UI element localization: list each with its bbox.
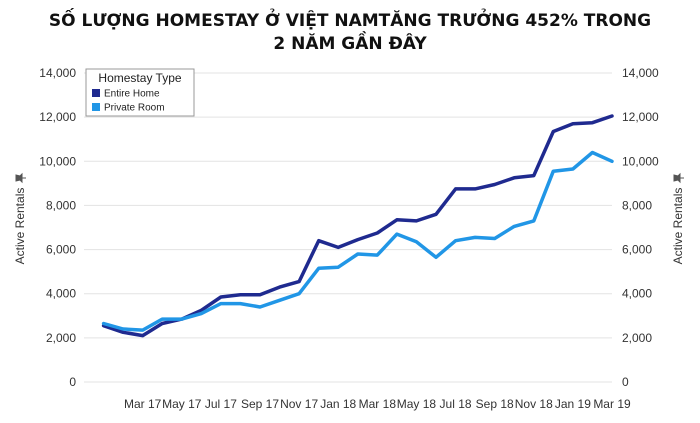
pin-icon bbox=[15, 172, 26, 184]
legend: Homestay Type Entire Home Private Room bbox=[85, 68, 195, 117]
x-tick-label: May 17 bbox=[162, 397, 202, 411]
series-lines bbox=[101, 114, 614, 338]
y-tick-label-left: 12,000 bbox=[39, 110, 76, 124]
legend-label-entire-home: Entire Home bbox=[104, 89, 160, 100]
chart-title-line-2: 2 NĂM GẦN ĐÂY bbox=[273, 34, 427, 54]
y-tick-label-right: 0 bbox=[622, 375, 629, 389]
y-axis-right: 0 2,000 4,000 6,000 8,000 10,000 12,000 14,000 bbox=[622, 66, 659, 389]
y-tick-label-right: 6,000 bbox=[622, 243, 652, 257]
x-tick-label: Nov 17 bbox=[280, 397, 318, 411]
x-tick-label: Mar 19 bbox=[593, 397, 631, 411]
x-tick-label: Sep 17 bbox=[241, 397, 279, 411]
chart-title: SỐ LƯỢNG HOMESTAY Ở VIỆT NAMTĂNG TRƯỞNG … bbox=[0, 10, 700, 56]
x-tick-label: Mar 18 bbox=[359, 397, 397, 411]
pin-icon bbox=[673, 172, 684, 184]
y-axis-left: 0 2,000 4,000 6,000 8,000 10,000 12,000 14,000 bbox=[39, 66, 76, 389]
x-tick-label: Jul 18 bbox=[440, 397, 472, 411]
x-tick-label: Nov 18 bbox=[515, 397, 553, 411]
legend-swatch-entire-home bbox=[92, 89, 100, 97]
y-tick-label-left: 6,000 bbox=[46, 243, 76, 257]
x-tick-label: Sep 18 bbox=[476, 397, 514, 411]
legend-box bbox=[85, 68, 195, 117]
y-tick-label-right: 12,000 bbox=[622, 110, 659, 124]
y-tick-label-left: 4,000 bbox=[46, 287, 76, 301]
y-tick-label-left: 0 bbox=[69, 375, 76, 389]
x-axis: Mar 17 May 17 Jul 17 Sep 17 Nov 17 Jan 18 Mar … bbox=[124, 397, 631, 411]
x-tick-label: Mar 17 bbox=[124, 397, 162, 411]
legend-swatch-private-room bbox=[92, 103, 100, 111]
y-tick-label-left: 14,000 bbox=[39, 66, 76, 80]
y-tick-label-left: 2,000 bbox=[46, 331, 76, 345]
x-tick-label: Jan 19 bbox=[555, 397, 591, 411]
y-tick-label-right: 4,000 bbox=[622, 287, 652, 301]
y-axis-label-right: Active Rentals bbox=[671, 188, 685, 265]
x-tick-label: May 18 bbox=[397, 397, 437, 411]
x-tick-label: Jul 17 bbox=[205, 397, 237, 411]
chart-title-line-1: SỐ LƯỢNG HOMESTAY Ở VIỆT NAMTĂNG TRƯỞNG … bbox=[48, 11, 652, 31]
legend-label-private-room: Private Room bbox=[104, 103, 165, 114]
y-tick-label-right: 2,000 bbox=[622, 331, 652, 345]
grid-lines bbox=[84, 72, 612, 383]
x-tick-label: Jan 18 bbox=[320, 397, 356, 411]
y-tick-label-left: 8,000 bbox=[46, 198, 76, 212]
series-line-entire-home bbox=[101, 114, 614, 338]
y-tick-label-right: 10,000 bbox=[622, 154, 659, 168]
y-tick-label-right: 14,000 bbox=[622, 66, 659, 80]
y-axis-label-left: Active Rentals bbox=[13, 188, 27, 265]
y-tick-label-right: 8,000 bbox=[622, 198, 652, 212]
y-tick-label-left: 10,000 bbox=[39, 154, 76, 168]
legend-title: Homestay Type bbox=[98, 71, 181, 85]
series-line-private-room bbox=[101, 150, 614, 332]
